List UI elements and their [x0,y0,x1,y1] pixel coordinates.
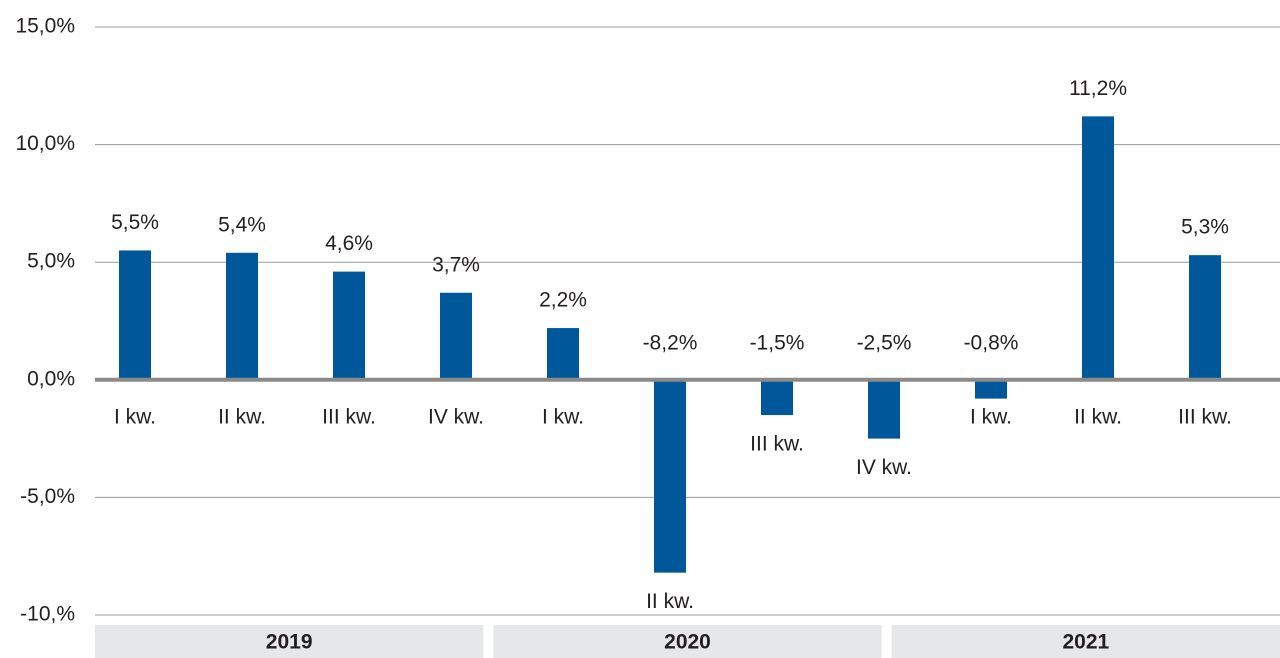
x-tick-label: I kw. [114,405,156,428]
x-tick-label: III kw. [750,433,804,456]
bar [226,252,258,380]
year-band [95,625,484,658]
bar [1082,116,1114,380]
value-label: 5,3% [1181,216,1229,239]
x-tick-label: II kw. [218,405,266,428]
value-label: 2,2% [539,289,587,312]
bar [761,379,793,416]
value-label: 5,4% [218,213,266,236]
x-tick-label: III kw. [1178,405,1232,428]
y-tick-label: -10,% [20,603,75,626]
bar [975,379,1007,399]
bar [333,271,365,380]
value-label: -0,8% [964,331,1019,354]
value-label: -2,5% [857,331,912,354]
x-tick-label: IV kw. [856,456,912,479]
year-label: 2020 [664,631,711,654]
bar [440,292,472,380]
x-tick-label: IV kw. [428,405,484,428]
year-band [891,625,1280,658]
year-band [493,625,882,658]
bar [547,328,579,380]
bar [119,250,151,380]
value-label: -1,5% [750,331,805,354]
bar [654,379,686,573]
y-tick-label: 5,0% [27,250,75,273]
x-tick-label: II kw. [646,590,694,613]
value-label: 11,2% [1069,77,1127,100]
x-tick-label: I kw. [970,405,1012,428]
bar [1189,255,1221,380]
x-tick-label: I kw. [542,405,584,428]
y-tick-label: 15,0% [15,15,75,38]
x-tick-label: III kw. [322,405,376,428]
year-label: 2019 [266,631,313,654]
value-label: 5,5% [111,211,159,234]
year-label: 2021 [1062,631,1109,654]
value-label: 4,6% [325,232,373,255]
bar [868,379,900,439]
x-tick-label: II kw. [1074,405,1122,428]
value-label: 3,7% [432,253,480,276]
y-tick-label: 10,0% [15,132,75,155]
value-label: -8,2% [643,331,698,354]
y-tick-label: 0,0% [27,367,75,390]
y-tick-label: -5,0% [20,485,75,508]
